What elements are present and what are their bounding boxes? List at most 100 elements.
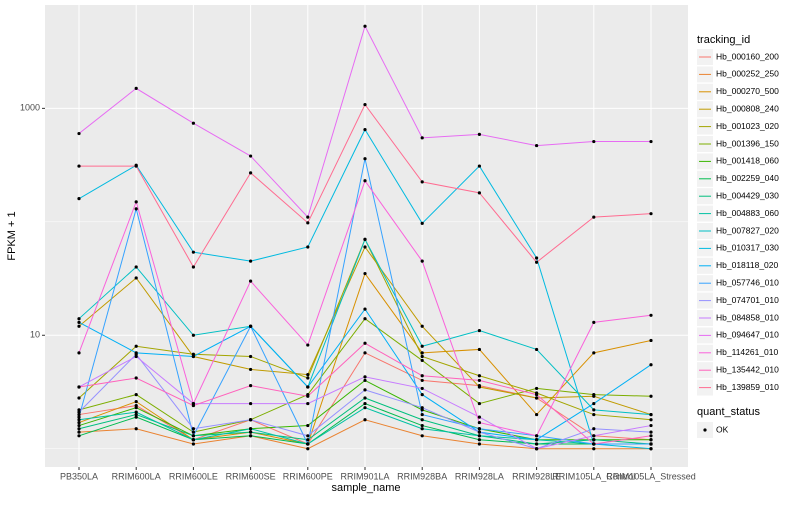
point	[649, 442, 653, 446]
point	[363, 127, 367, 132]
point	[420, 418, 424, 422]
legend-label: Hb_002259_040	[716, 173, 779, 183]
point	[249, 384, 253, 388]
point	[191, 121, 195, 125]
x-tick-label: RRIM928LA	[455, 471, 504, 481]
point	[477, 434, 481, 438]
point	[649, 423, 653, 428]
point	[134, 354, 138, 359]
point	[77, 164, 81, 168]
point	[249, 430, 253, 434]
point	[191, 438, 195, 442]
point	[306, 438, 310, 442]
legend-label: Hb_001418_060	[716, 156, 779, 166]
point	[477, 438, 481, 442]
point	[420, 408, 424, 412]
point	[535, 392, 539, 397]
point	[649, 412, 653, 417]
point	[306, 215, 310, 219]
point	[535, 396, 539, 400]
point	[649, 434, 653, 438]
point	[134, 86, 138, 90]
point	[420, 344, 424, 348]
point	[535, 412, 539, 417]
legend-label: Hb_000252_250	[716, 69, 779, 79]
legend-title: tracking_id	[697, 34, 750, 46]
point	[77, 423, 81, 428]
legend-label: Hb_004429_030	[716, 190, 779, 200]
point	[649, 430, 653, 434]
x-tick-label: RRIM105LA_Control	[552, 471, 635, 481]
point	[77, 420, 81, 425]
point	[535, 386, 539, 391]
point	[77, 430, 81, 434]
point	[420, 427, 424, 431]
point	[363, 24, 367, 28]
point	[420, 386, 424, 391]
point	[77, 415, 81, 419]
point	[77, 412, 81, 417]
point	[134, 400, 138, 404]
legend-label: Hb_057746_010	[716, 277, 779, 287]
point	[363, 317, 367, 321]
point	[134, 415, 138, 419]
point	[306, 245, 310, 249]
point	[306, 373, 310, 377]
point	[363, 418, 367, 422]
x-axis-title: sample_name	[331, 482, 400, 494]
point	[77, 434, 81, 438]
point	[363, 401, 367, 406]
point	[191, 333, 195, 337]
point	[77, 396, 81, 400]
point	[306, 401, 310, 406]
point	[77, 427, 81, 431]
point	[134, 406, 138, 410]
point	[420, 221, 424, 225]
point	[363, 102, 367, 107]
point	[306, 394, 310, 398]
x-tick-label: RRIM928BA	[397, 471, 447, 481]
point	[592, 442, 596, 446]
point	[420, 392, 424, 397]
point	[592, 438, 596, 442]
point	[77, 320, 81, 324]
legend-label: Hb_001023_020	[716, 121, 779, 131]
point	[420, 374, 424, 378]
y-tick-label: 1000	[20, 103, 40, 113]
point	[592, 434, 596, 438]
point	[649, 212, 653, 216]
legend-label: Hb_135442_010	[716, 364, 779, 374]
legend-label: Hb_004883_060	[716, 208, 779, 218]
point	[191, 403, 195, 408]
legend-label: Hb_001396_150	[716, 138, 779, 148]
point	[363, 179, 367, 183]
point	[649, 394, 653, 398]
point	[134, 200, 138, 204]
point	[592, 139, 596, 144]
y-axis-title: FPKM + 1	[6, 211, 18, 260]
point	[363, 406, 367, 410]
point	[134, 410, 138, 414]
point	[306, 385, 310, 389]
legend-label: Hb_000160_200	[716, 51, 779, 61]
point-legend-label: OK	[716, 424, 729, 434]
point	[477, 430, 481, 434]
point	[420, 434, 424, 438]
x-tick-label: PB350LA	[60, 471, 98, 481]
point	[649, 313, 653, 317]
point	[592, 447, 596, 451]
point	[363, 271, 367, 276]
point	[420, 136, 424, 140]
point	[649, 447, 653, 451]
point	[191, 352, 195, 356]
point	[477, 427, 481, 431]
point	[191, 354, 195, 359]
point	[649, 363, 653, 367]
legend-label: Hb_139859_010	[716, 382, 779, 392]
point	[535, 438, 539, 442]
point	[363, 396, 367, 400]
point	[249, 279, 253, 283]
point	[535, 260, 539, 264]
point	[306, 442, 310, 446]
